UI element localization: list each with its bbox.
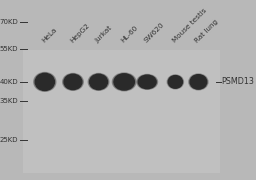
Ellipse shape bbox=[63, 73, 83, 90]
Text: Mouse testis: Mouse testis bbox=[171, 8, 208, 44]
Ellipse shape bbox=[64, 74, 82, 89]
Text: 25KD: 25KD bbox=[0, 137, 18, 143]
Ellipse shape bbox=[190, 75, 207, 89]
Text: HepG2: HepG2 bbox=[69, 22, 91, 44]
Text: Jurkat: Jurkat bbox=[94, 25, 113, 44]
Ellipse shape bbox=[114, 74, 134, 90]
Ellipse shape bbox=[189, 74, 208, 90]
Ellipse shape bbox=[138, 75, 156, 89]
Text: 35KD: 35KD bbox=[0, 98, 18, 104]
Ellipse shape bbox=[112, 73, 136, 91]
Text: 70KD: 70KD bbox=[0, 19, 18, 25]
Ellipse shape bbox=[167, 75, 184, 89]
Text: 40KD: 40KD bbox=[0, 79, 18, 85]
FancyBboxPatch shape bbox=[23, 50, 220, 173]
Ellipse shape bbox=[90, 74, 108, 89]
Text: HeLa: HeLa bbox=[40, 27, 58, 44]
Ellipse shape bbox=[88, 73, 109, 90]
Ellipse shape bbox=[168, 76, 182, 88]
Ellipse shape bbox=[35, 73, 54, 90]
Ellipse shape bbox=[137, 75, 157, 89]
Text: HL-60: HL-60 bbox=[120, 25, 139, 44]
Text: SW620: SW620 bbox=[143, 22, 165, 44]
Text: 55KD: 55KD bbox=[0, 46, 18, 52]
Ellipse shape bbox=[34, 73, 56, 91]
Text: Rat lung: Rat lung bbox=[194, 19, 220, 44]
Text: PSMD13: PSMD13 bbox=[221, 77, 254, 86]
